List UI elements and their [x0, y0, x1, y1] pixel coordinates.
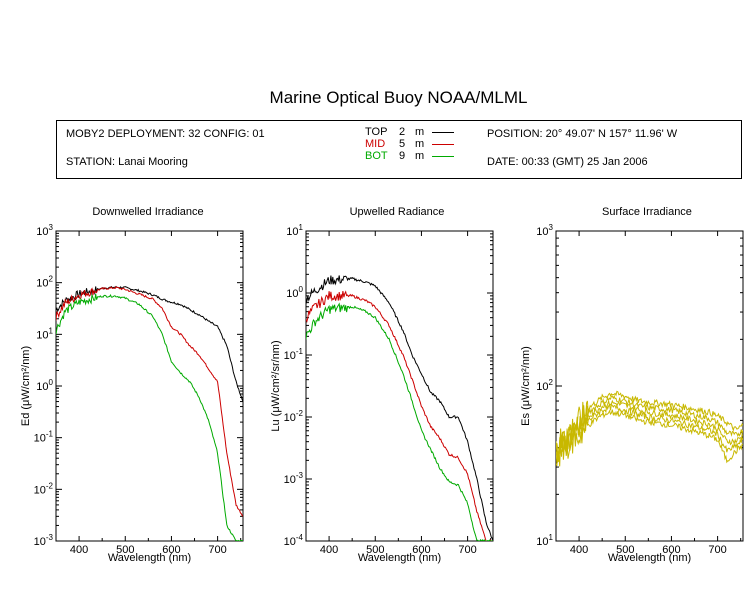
- series-line-bot: [56, 294, 243, 541]
- series-line-es-scan-1: [556, 390, 743, 451]
- y-tick-label: 101: [36, 326, 53, 341]
- x-tick-label: 500: [116, 544, 134, 556]
- y-tick-label: 103: [36, 223, 53, 238]
- x-tick-label: 700: [708, 544, 726, 556]
- legend-unit-bot: m: [415, 150, 425, 162]
- plot-frame: [55, 230, 244, 542]
- y-axis-label: Ed (μW/cm²/nm): [20, 346, 32, 426]
- y-tick-label: 10-3: [284, 471, 304, 486]
- y-tick-label: 10-1: [34, 430, 54, 445]
- panel-downwelled: 400 500 600 700 10-3 10-2 10-1 100 101 102 103 Wave…: [20, 223, 244, 564]
- legend-name-bot: BOT: [365, 150, 388, 162]
- series-line-top: [56, 285, 243, 402]
- x-tick-label: 400: [320, 544, 338, 556]
- y-axis-label: Lu (μW/cm²/sr/nm): [270, 340, 282, 431]
- y-tick-label: 102: [36, 275, 53, 290]
- series-line-mid: [306, 290, 493, 541]
- y-tick-label: 10-2: [284, 409, 304, 424]
- legend-name-mid: MID: [365, 138, 386, 150]
- y-tick-label: 10-4: [284, 533, 304, 548]
- legend-depth-mid: 5: [399, 138, 406, 150]
- plot-frame: [555, 230, 744, 542]
- station-label: STATION: Lanai Mooring: [66, 156, 188, 168]
- legend-name-top: TOP: [365, 126, 388, 138]
- series-line-top: [306, 275, 493, 541]
- x-tick-label: 700: [208, 544, 226, 556]
- x-tick-label: 600: [662, 544, 680, 556]
- deployment-label: MOBY2 DEPLOYMENT: 32 CONFIG: 01: [66, 128, 265, 140]
- x-axis-label: Wavelength (nm): [608, 552, 691, 564]
- series-line-es-scan-5: [556, 409, 743, 467]
- y-axis-label: Es (μW/cm²/nm): [520, 346, 532, 426]
- y-tick-label: 101: [286, 223, 303, 238]
- legend-depth-bot: 9: [399, 150, 406, 162]
- deployment-info-box: MOBY2 DEPLOYMENT: 32 CONFIG: 01 STATION:…: [56, 120, 742, 179]
- y-tick-label: 102: [536, 378, 553, 393]
- y-tick-label: 100: [286, 285, 303, 300]
- chart-title: Marine Optical Buoy NOAA/MLML: [269, 88, 528, 107]
- y-tick-label: 10-1: [284, 347, 304, 362]
- legend-line-bot: [432, 156, 454, 157]
- plot-frame: [305, 230, 494, 542]
- legend-line-mid: [432, 144, 454, 145]
- panel-title-downwelled: Downwelled Irradiance: [92, 206, 204, 218]
- x-tick-label: 600: [162, 544, 180, 556]
- x-tick-label: 500: [366, 544, 384, 556]
- date-label: DATE: 00:33 (GMT) 25 Jan 2006: [487, 156, 648, 168]
- x-tick-label: 400: [70, 544, 88, 556]
- y-tick-label: 103: [536, 223, 553, 238]
- x-tick-label: 600: [412, 544, 430, 556]
- legend-unit-mid: m: [415, 138, 425, 150]
- panel-upwelled: 400 500 600 700 10-4 10-3 10-2 10-1 100 101 Wavele…: [270, 223, 494, 564]
- y-tick-label: 10-2: [34, 481, 54, 496]
- series-line-es-scan-3: [556, 399, 743, 463]
- x-axis-label: Wavelength (nm): [358, 552, 441, 564]
- y-tick-label: 101: [536, 533, 553, 548]
- x-tick-label: 700: [458, 544, 476, 556]
- series-line-bot: [306, 302, 493, 541]
- panel-surface: 400 500 600 700 101 102 103 Wavelength (nm) Es (…: [520, 223, 744, 564]
- x-tick-label: 400: [570, 544, 588, 556]
- legend-line-top: [432, 132, 454, 133]
- panel-title-surface: Surface Irradiance: [602, 206, 692, 218]
- x-axis-label: Wavelength (nm): [108, 552, 191, 564]
- series-line-es-scan-2: [556, 394, 743, 460]
- position-label: POSITION: 20° 49.07' N 157° 11.96' W: [487, 128, 678, 140]
- x-tick-label: 500: [616, 544, 634, 556]
- y-tick-label: 10-3: [34, 533, 54, 548]
- y-tick-label: 100: [36, 378, 53, 393]
- series-line-mid: [56, 286, 243, 517]
- legend-depth-top: 2: [399, 126, 406, 138]
- panel-title-upwelled: Upwelled Radiance: [349, 206, 445, 218]
- legend-unit-top: m: [415, 126, 425, 138]
